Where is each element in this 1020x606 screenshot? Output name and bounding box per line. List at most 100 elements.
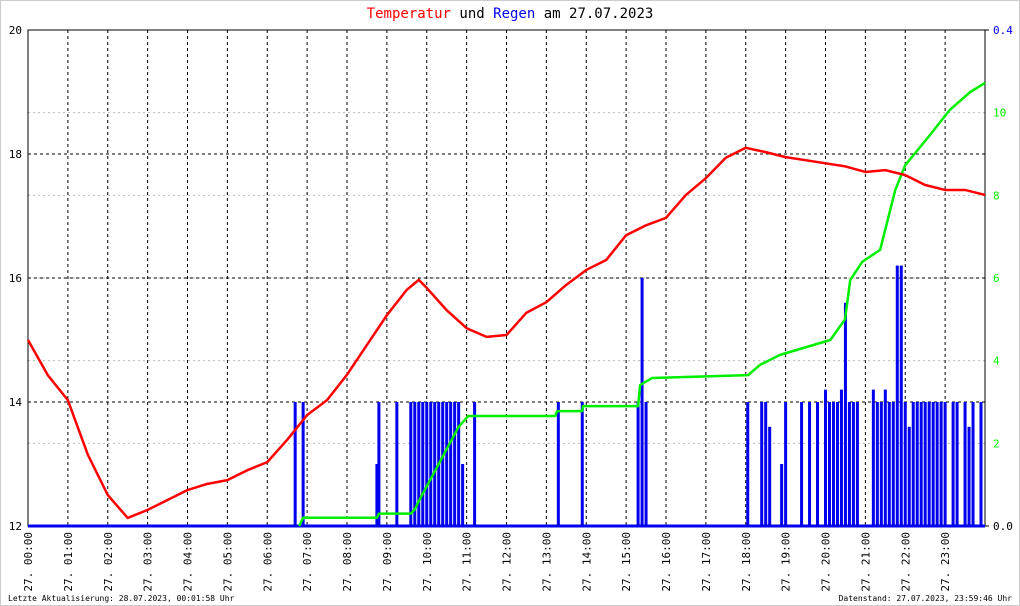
- x-tick-label: 27. 08:00: [341, 532, 354, 592]
- y-tick-label: 20: [9, 24, 22, 37]
- y3-tick-label: 4: [993, 355, 1000, 368]
- x-tick-label: 27. 21:00: [859, 532, 872, 592]
- rain-bar: [903, 402, 907, 526]
- rain-bar: [951, 402, 955, 526]
- rain-bar: [429, 402, 433, 526]
- rain-bar: [955, 402, 959, 526]
- rain-bar: [847, 402, 851, 526]
- rain-bar: [891, 402, 895, 526]
- rain-bar: [457, 402, 461, 526]
- footer-left: Letzte Aktualisierung: 28.07.2023, 00:01…: [8, 594, 235, 603]
- x-tick-label: 27. 01:00: [62, 532, 75, 592]
- footer-right: Datenstand: 27.07.2023, 23:59:46 Uhr: [839, 594, 1013, 603]
- rain-bar: [580, 402, 584, 526]
- title-rain: Regen: [493, 6, 535, 22]
- x-tick-label: 27. 11:00: [461, 532, 474, 592]
- x-tick-label: 27. 15:00: [620, 532, 633, 592]
- x-tick-label: 27. 18:00: [740, 532, 753, 592]
- y-tick-label: 18: [9, 148, 22, 161]
- rain-bar: [293, 402, 297, 526]
- y2-tick-label: 0.4: [993, 24, 1013, 37]
- rain-bar: [640, 278, 644, 526]
- temperature-line: [26, 146, 986, 520]
- rain-bar: [911, 402, 915, 526]
- rain-bar: [768, 426, 772, 526]
- x-tick-label: 27. 20:00: [820, 532, 833, 592]
- rain-bar: [784, 402, 788, 526]
- y-tick-label: 14: [9, 396, 23, 409]
- rain-bar: [433, 402, 437, 526]
- rain-bar: [441, 402, 445, 526]
- chart-title: Temperatur und Regen am 27.07.2023: [367, 6, 654, 22]
- rain-bar: [449, 402, 453, 526]
- rain-bar: [887, 402, 891, 526]
- x-tick-label: 27. 16:00: [660, 532, 673, 592]
- rain-bar: [473, 402, 477, 526]
- rain-bar: [979, 402, 983, 526]
- rain-bar: [923, 402, 927, 526]
- rain-bar: [461, 464, 465, 526]
- rain-bar: [413, 402, 417, 526]
- x-tick-label: 27. 23:00: [939, 532, 952, 592]
- rain-bar: [831, 402, 835, 526]
- rain-bar: [907, 426, 911, 526]
- rain-bar: [915, 402, 919, 526]
- x-tick-label: 27. 22:00: [899, 532, 912, 592]
- title-word: und: [459, 6, 484, 22]
- y-tick-label: 12: [9, 520, 22, 533]
- rain-bar: [764, 402, 768, 526]
- rain-bar: [301, 402, 305, 526]
- x-tick-label: 27. 19:00: [780, 532, 793, 592]
- rain-bar: [425, 402, 429, 526]
- rain-bar: [835, 402, 839, 526]
- rain-bar: [899, 265, 903, 526]
- rain-bar: [395, 402, 399, 526]
- y3-tick-label: 6: [993, 272, 1000, 285]
- rain-bar: [967, 426, 971, 526]
- rain-bar: [851, 402, 855, 526]
- rain-bar: [971, 402, 975, 526]
- rain-bar: [879, 402, 883, 526]
- x-tick-label: 27. 17:00: [700, 532, 713, 592]
- cumulative-rain-line: [298, 81, 986, 527]
- rain-bar: [636, 402, 640, 526]
- rain-bar: [843, 302, 847, 526]
- x-tick-label: 27. 06:00: [261, 532, 274, 592]
- rain-bar: [377, 402, 381, 526]
- x-tick-label: 27. 09:00: [381, 532, 394, 592]
- y3-tick-label: 2: [993, 437, 1000, 450]
- rain-bar: [939, 402, 943, 526]
- rain-bar: [927, 402, 931, 526]
- rain-bar: [816, 402, 820, 526]
- y3-tick-label: 8: [993, 189, 1000, 202]
- x-tick-label: 27. 13:00: [540, 532, 553, 592]
- rain-bar: [855, 402, 859, 526]
- rain-bar: [935, 402, 939, 526]
- x-tick-label: 27. 05:00: [221, 532, 234, 592]
- x-tick-label: 27. 04:00: [182, 532, 195, 592]
- rain-bar: [780, 464, 784, 526]
- rain-bar: [875, 402, 879, 526]
- rain-bar: [409, 402, 413, 526]
- x-tick-label: 27. 12:00: [501, 532, 514, 592]
- rain-bar: [760, 402, 764, 526]
- rain-bar: [943, 402, 947, 526]
- rain-bar: [644, 402, 648, 526]
- x-tick-label: 27. 02:00: [102, 532, 115, 592]
- rain-bar: [808, 402, 812, 526]
- rain-bar: [827, 402, 831, 526]
- rain-bar: [375, 464, 379, 526]
- x-tick-label: 27. 00:00: [22, 532, 35, 592]
- rain-bar: [746, 402, 750, 526]
- x-tick-label: 27. 10:00: [421, 532, 434, 592]
- rain-bar: [421, 402, 425, 526]
- rain-bar: [963, 402, 967, 526]
- x-tick-label: 27. 03:00: [142, 532, 155, 592]
- rain-bar: [883, 389, 887, 526]
- rain-bar: [556, 402, 560, 526]
- rain-bar: [931, 402, 935, 526]
- y-tick-label: 16: [9, 272, 22, 285]
